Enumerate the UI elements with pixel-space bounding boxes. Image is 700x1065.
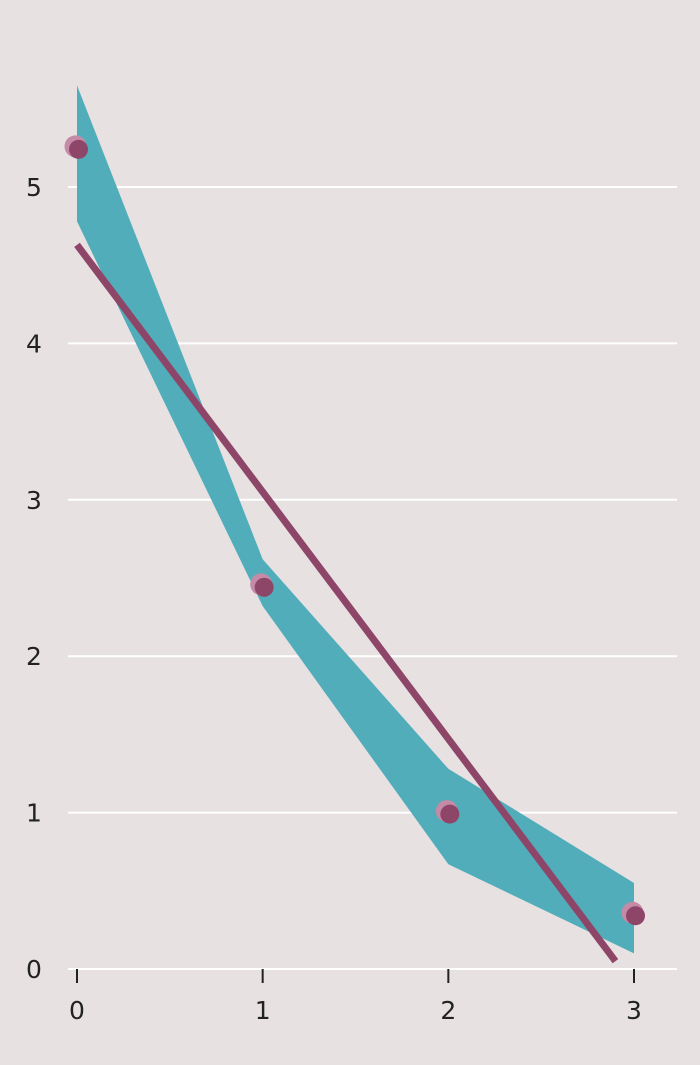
y-tick-label-3: 3 [26, 486, 42, 515]
data-point-0 [64, 135, 88, 159]
y-tick-labels: 0 1 2 3 4 5 [26, 173, 42, 984]
uncertainty-band [77, 85, 634, 954]
data-point-marker [626, 906, 645, 926]
data-point-1 [250, 573, 274, 597]
gridlines [68, 186, 677, 970]
uncertainty-band-layer [77, 85, 634, 954]
y-tick-label-0: 0 [26, 955, 42, 984]
x-tick-label-3: 3 [626, 996, 642, 1025]
y-tick-label-1: 1 [26, 799, 42, 828]
data-point-2 [435, 800, 460, 824]
trend-line [74, 242, 619, 964]
y-tick-label-5: 5 [26, 173, 42, 202]
data-point-marker [254, 577, 274, 597]
trend-line-layer [74, 242, 619, 964]
data-point-marker [440, 804, 460, 824]
x-axis: 0 1 2 3 [69, 969, 642, 1025]
data-points-layer [64, 135, 645, 926]
x-tick-label-1: 1 [255, 996, 271, 1025]
x-tick-label-2: 2 [440, 996, 456, 1025]
data-point-3 [621, 901, 645, 926]
y-tick-label-4: 4 [26, 329, 42, 358]
x-tick-label-0: 0 [69, 996, 85, 1025]
y-tick-label-2: 2 [26, 642, 42, 671]
data-point-marker [69, 139, 88, 159]
